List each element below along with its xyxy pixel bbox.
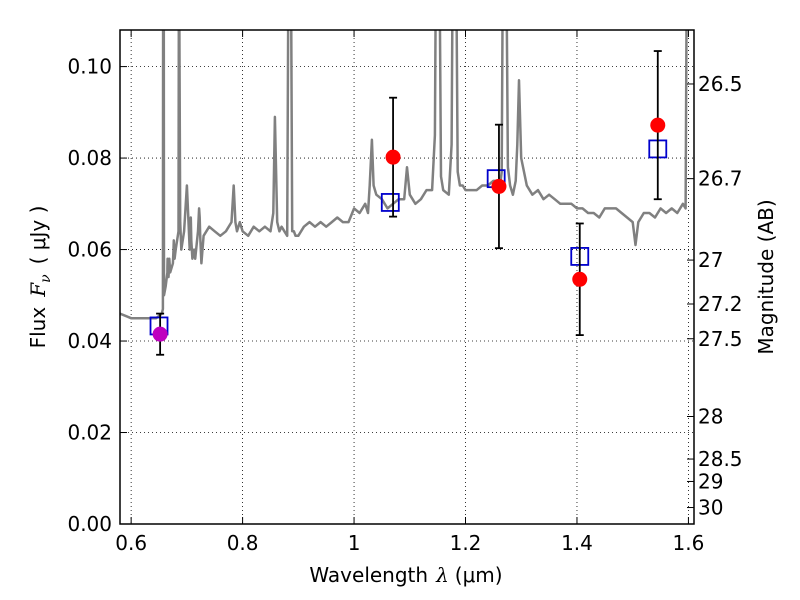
x-tick-label: 1.2 — [450, 531, 482, 555]
y-tick-label: 0.00 — [67, 512, 112, 536]
x-tick-label: 1.4 — [561, 531, 593, 555]
y-axis-label: Flux Fν ( μJy ) — [26, 206, 54, 349]
model-point-square — [380, 193, 400, 212]
model-spectrum-line — [120, 30, 688, 320]
observed-point — [491, 178, 507, 194]
x-axis-label-unit: (μm) — [455, 563, 503, 587]
y-tick-label: 0.08 — [67, 146, 112, 170]
right-tick-label: 27.5 — [698, 327, 743, 351]
right-tick-label: 27 — [698, 248, 723, 272]
tick-layer: 0.6 0.8 1 1.2 1.4 1.6 0.00 0.02 0.04 0.06 0.08 0.10… — [67, 0, 742, 555]
series-layer — [120, 30, 688, 356]
y-axis-label-symbol: F — [26, 282, 50, 298]
observed-point — [650, 117, 666, 133]
right-tick-label: 27.2 — [698, 292, 743, 316]
right-tick-label: 26.4 — [698, 0, 743, 3]
x-tick-label: 0.6 — [115, 531, 147, 555]
y-tick-label: 0.06 — [67, 238, 112, 262]
y-axis-label-unit: ( μJy ) — [26, 206, 50, 265]
observed-point — [152, 326, 168, 342]
right-tick-label: 29 — [698, 469, 723, 493]
y-axis-label-text: Flux — [26, 307, 50, 349]
observed-point — [572, 271, 588, 287]
right-axis-label: Magnitude (AB) — [754, 199, 778, 354]
y-tick-label: 0.02 — [67, 421, 112, 445]
y-tick-label: 0.04 — [67, 329, 112, 353]
right-tick-label: 28 — [698, 405, 723, 429]
x-tick-label: 1 — [348, 531, 361, 555]
right-tick-label: 26.7 — [698, 167, 743, 191]
plot-frame — [119, 29, 695, 525]
y-tick-label: 0.10 — [67, 55, 112, 79]
right-tick-label: 30 — [698, 496, 723, 520]
x-axis-label-symbol: λ — [435, 563, 449, 587]
y-axis-label-subscript: ν — [38, 274, 54, 283]
x-axis-label-text: Wavelength — [309, 563, 428, 587]
x-axis-label: Wavelength λ (μm) — [309, 563, 502, 587]
right-tick-label: 26.5 — [698, 72, 743, 96]
x-tick-label: 1.6 — [673, 531, 705, 555]
right-tick-label: 28.5 — [698, 447, 743, 471]
x-tick-label: 0.8 — [227, 531, 259, 555]
observed-point — [385, 149, 401, 165]
